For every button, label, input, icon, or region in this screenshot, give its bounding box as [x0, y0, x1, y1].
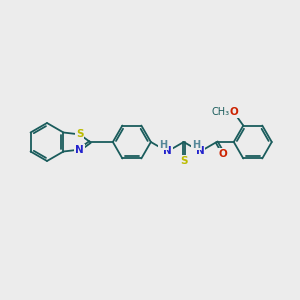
- Text: N: N: [163, 146, 172, 157]
- Text: H: H: [159, 140, 167, 149]
- Text: N: N: [75, 145, 84, 154]
- Text: S: S: [76, 129, 83, 140]
- Text: O: O: [230, 107, 238, 117]
- Text: S: S: [180, 156, 188, 166]
- Text: CH₃: CH₃: [212, 107, 230, 117]
- Text: N: N: [196, 146, 205, 157]
- Text: O: O: [219, 148, 228, 158]
- Text: H: H: [192, 140, 200, 149]
